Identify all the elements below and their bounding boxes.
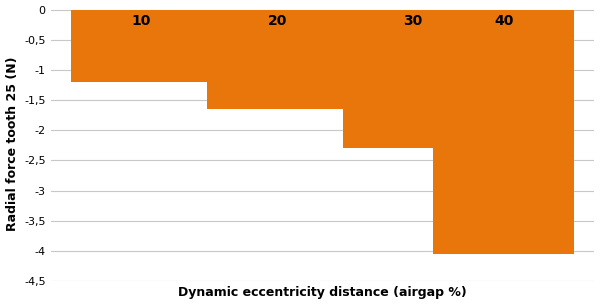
Y-axis label: Radial force tooth 25 (N): Radial force tooth 25 (N) <box>5 57 19 231</box>
Bar <box>343 10 484 149</box>
Text: 30: 30 <box>404 14 423 28</box>
X-axis label: Dynamic eccentricity distance (airgap %): Dynamic eccentricity distance (airgap %) <box>178 286 467 300</box>
Bar <box>71 10 212 82</box>
Text: 40: 40 <box>494 14 514 28</box>
Bar <box>207 10 347 109</box>
Text: 10: 10 <box>131 14 151 28</box>
Text: 20: 20 <box>268 14 287 28</box>
Bar <box>433 10 574 254</box>
